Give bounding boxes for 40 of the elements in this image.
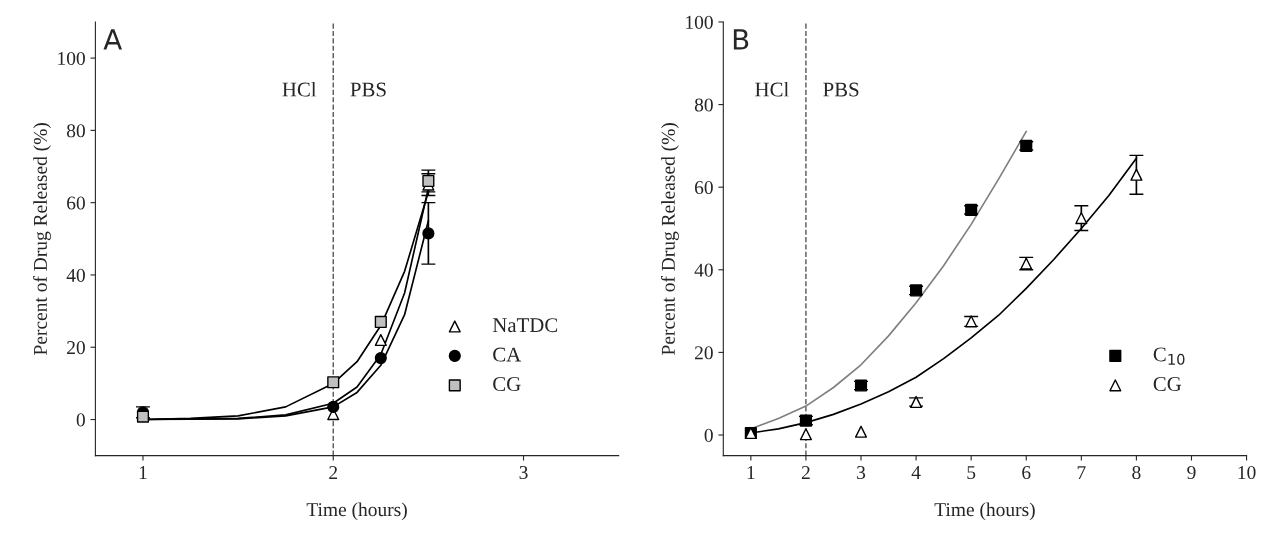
y-axis-title: Percent of Drug Released (%)	[660, 123, 679, 355]
legend-label: CG	[1153, 377, 1182, 392]
annotation: HCl	[282, 81, 317, 97]
chart-title: B	[733, 29, 749, 50]
x-tick-label: 2	[329, 466, 338, 479]
x-tick-label: 1	[139, 466, 147, 479]
x-tick-label: 10	[1238, 465, 1256, 480]
y-tick-label: 20	[694, 346, 713, 360]
legend-label: CA	[493, 347, 522, 362]
y-tick-label: 100	[58, 51, 85, 66]
y-tick-label: 40	[694, 263, 713, 277]
x-axis-title: Time (hours)	[306, 502, 407, 521]
x-tick-label: 9	[1187, 466, 1196, 480]
x-tick-label: 3	[857, 466, 866, 480]
y-tick-label: 20	[67, 341, 85, 355]
x-tick-label: 5	[967, 466, 976, 480]
y-axis-title: Percent of Drug Released (%)	[33, 123, 51, 355]
y-tick-label: 40	[66, 268, 85, 282]
y-tick-label: 0	[76, 413, 85, 427]
x-axis-title: Time (hours)	[934, 502, 1035, 521]
x-tick-label: 3	[519, 466, 528, 480]
x-tick-label: 2	[801, 466, 810, 479]
x-tick-label: 6	[1022, 466, 1031, 480]
annotation: PBS	[823, 82, 859, 97]
annotation: PBS	[350, 82, 386, 97]
y-tick-label: 60	[67, 196, 85, 210]
y-tick-label: 0	[704, 428, 713, 442]
legend-label: C$_{10}$	[1153, 347, 1185, 365]
x-tick-label: 7	[1077, 466, 1086, 479]
x-tick-label: 4	[911, 466, 921, 479]
annotation: HCl	[755, 81, 789, 97]
y-tick-label: 60	[694, 181, 713, 195]
y-tick-label: 100	[686, 15, 713, 29]
legend-label: NaTDC	[492, 318, 558, 333]
x-tick-label: 8	[1132, 465, 1141, 480]
y-tick-label: 80	[694, 98, 713, 112]
y-tick-label: 80	[66, 124, 85, 138]
legend-label: CG	[493, 377, 521, 392]
x-tick-label: 1	[747, 466, 755, 479]
chart-title: A	[103, 29, 123, 50]
